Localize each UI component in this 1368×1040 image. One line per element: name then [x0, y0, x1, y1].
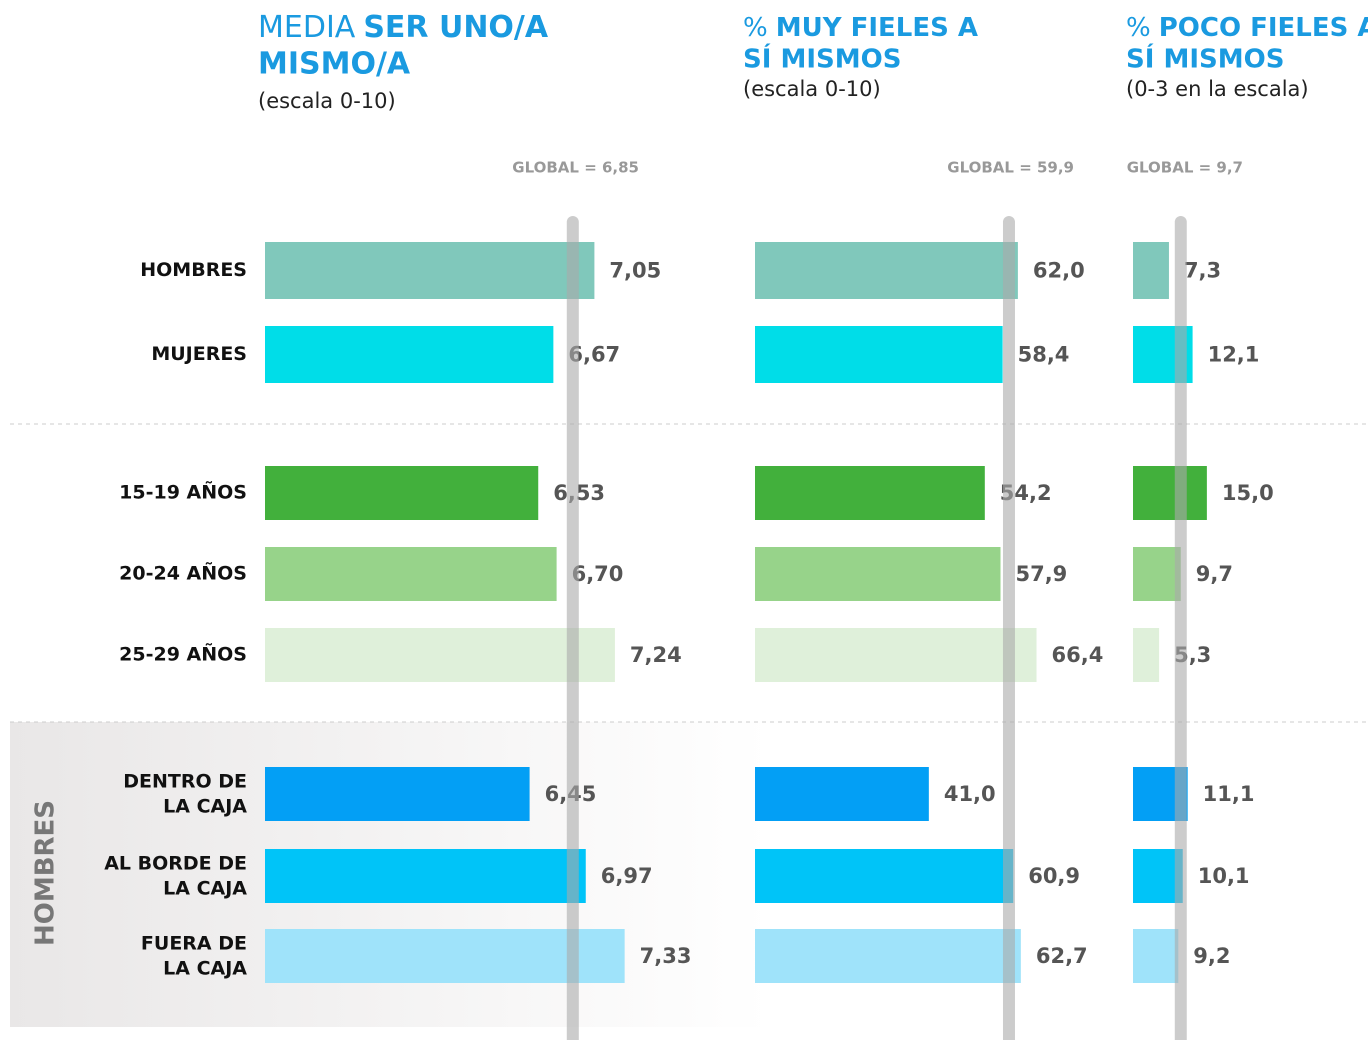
- value-label: 60,9: [1028, 864, 1080, 888]
- value-label: 15,0: [1222, 481, 1274, 505]
- title-bold: SER UNO/A: [363, 10, 549, 45]
- bar: [1133, 628, 1160, 682]
- value-label: 62,0: [1033, 259, 1085, 283]
- panel-subtitle: (0-3 en la escala): [1126, 77, 1309, 101]
- category-label: MUJERES: [151, 343, 247, 365]
- value-label: 6,97: [601, 864, 653, 888]
- value-label: 58,4: [1018, 343, 1070, 367]
- bar: [755, 767, 929, 821]
- bar: [755, 849, 1014, 903]
- bar: [755, 242, 1018, 299]
- value-label: 7,33: [640, 944, 692, 968]
- bar: [1133, 849, 1183, 903]
- panel-title: % MUY FIELES A: [743, 13, 978, 43]
- bar: [265, 929, 625, 983]
- bar: [265, 326, 554, 383]
- bar: [265, 767, 530, 821]
- category-label: AL BORDE DE: [104, 853, 247, 875]
- group-label: HOMBRES: [31, 800, 61, 946]
- bar: [265, 628, 615, 682]
- bar: [265, 547, 557, 601]
- panel-subtitle: (escala 0-10): [258, 89, 396, 113]
- category-label: DENTRO DE: [123, 771, 247, 793]
- category-label: FUERA DE: [141, 933, 247, 955]
- bar: [755, 929, 1021, 983]
- value-label: 7,24: [630, 643, 682, 667]
- value-label: 6,53: [553, 481, 605, 505]
- global-label: GLOBAL = 6,85: [512, 159, 639, 177]
- panel-title: SÍ MISMOS: [743, 43, 901, 75]
- value-label: 66,4: [1052, 643, 1104, 667]
- value-label: 12,1: [1208, 343, 1260, 367]
- title-light: MEDIA: [258, 10, 356, 45]
- bar: [1133, 929, 1179, 983]
- bar: [265, 466, 539, 520]
- bar: [1133, 547, 1181, 601]
- bar: [1133, 466, 1207, 520]
- value-label: 7,05: [609, 259, 661, 283]
- value-label: 6,70: [572, 562, 624, 586]
- value-label: 11,1: [1203, 782, 1255, 806]
- value-label: 57,9: [1015, 562, 1067, 586]
- bar: [755, 547, 1001, 601]
- title-bold: POCO FIELES A: [1159, 13, 1368, 43]
- panel-title: % POCO FIELES A: [1126, 13, 1368, 43]
- global-label: GLOBAL = 59,9: [947, 159, 1074, 177]
- value-label: 7,3: [1184, 259, 1221, 283]
- category-label: HOMBRES: [140, 259, 247, 281]
- category-label: 20-24 AÑOS: [119, 561, 247, 585]
- bar: [265, 242, 595, 299]
- value-label: 9,2: [1193, 944, 1230, 968]
- panel-title: MISMO/A: [258, 47, 411, 82]
- bar: [265, 849, 586, 903]
- global-label: GLOBAL = 9,7: [1127, 159, 1243, 177]
- category-label: LA CAJA: [163, 796, 247, 818]
- panel-title: SÍ MISMOS: [1126, 43, 1284, 75]
- category-label: 25-29 AÑOS: [119, 642, 247, 666]
- value-label: 10,1: [1198, 864, 1250, 888]
- category-label: LA CAJA: [163, 958, 247, 980]
- category-label: 15-19 AÑOS: [119, 480, 247, 504]
- bar: [755, 466, 985, 520]
- panel-title: MEDIA SER UNO/A: [258, 10, 549, 45]
- value-label: 62,7: [1036, 944, 1088, 968]
- title-bold: MUY FIELES A: [776, 13, 978, 43]
- bar: [1133, 242, 1169, 299]
- value-label: 41,0: [944, 782, 996, 806]
- panel-subtitle: (escala 0-10): [743, 77, 881, 101]
- title-light: %: [743, 13, 768, 43]
- title-light: %: [1126, 13, 1151, 43]
- bar: [755, 326, 1003, 383]
- category-label: LA CAJA: [163, 878, 247, 900]
- value-label: 9,7: [1196, 562, 1233, 586]
- bar: [755, 628, 1037, 682]
